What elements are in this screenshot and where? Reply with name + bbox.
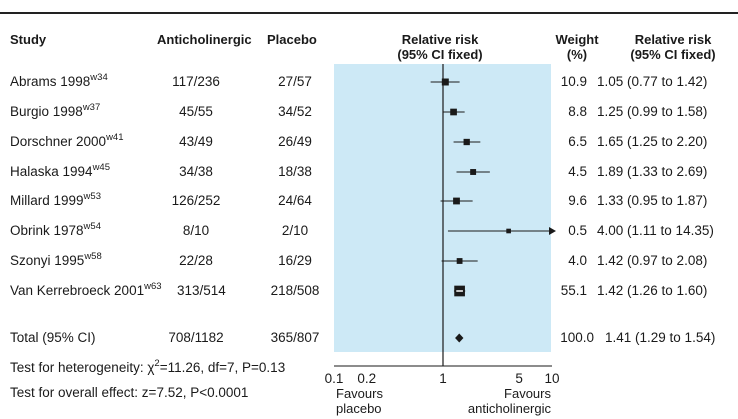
placebo-count: 26/49	[278, 134, 312, 149]
favours-anticholinergic-2: anticholinergic	[467, 401, 551, 416]
header-weight-1: Weight	[555, 32, 599, 47]
total-weight: 100.0	[560, 330, 594, 345]
study-ref: w37	[82, 101, 101, 113]
header-placebo: Placebo	[267, 32, 317, 47]
placebo-count: 218/508	[270, 283, 320, 298]
study-ref: w63	[144, 280, 162, 292]
x-tick-label: 0.2	[357, 371, 376, 386]
study-name: Burgio 1998w37	[10, 101, 101, 119]
weight-value: 0.5	[568, 223, 587, 238]
total-placebo: 365/807	[270, 330, 320, 345]
study-name: Obrink 1978w54	[10, 220, 101, 238]
rr-value: 1.89 (1.33 to 2.69)	[597, 164, 708, 179]
study-name: Szonyi 1995w58	[10, 250, 102, 268]
study-ref: w34	[90, 71, 108, 83]
study-name: Abrams 1998w34	[10, 71, 108, 89]
placebo-count: 16/29	[278, 253, 312, 268]
placebo-count: 27/57	[278, 74, 312, 89]
heterogeneity-test: Test for heterogeneity: χ2=11.26, df=7, …	[10, 357, 286, 375]
anticholinergic-count: 313/514	[176, 283, 227, 299]
anticholinergic-count: 34/38	[179, 164, 213, 179]
anticholinergic-count: 8/10	[182, 223, 210, 238]
anticholinergic-count: 43/49	[179, 134, 213, 149]
weight-value: 6.5	[568, 134, 587, 149]
header-rr-plot-1: Relative risk	[401, 32, 479, 47]
header-study: Study	[10, 32, 47, 47]
favours-placebo-1: Favours	[336, 386, 383, 401]
x-tick-label: 5	[515, 371, 523, 386]
study-ref: w53	[83, 190, 101, 202]
total-anticholinergic: 708/1182	[168, 330, 224, 345]
weight-value: 55.1	[560, 283, 587, 298]
point-estimate	[441, 78, 449, 86]
header-rr-text-1: Relative risk	[634, 32, 712, 47]
placebo-count: 2/10	[281, 223, 309, 238]
study-ref: w58	[84, 250, 102, 262]
weight-value: 10.9	[560, 74, 587, 89]
rr-value: 1.42 (0.97 to 2.08)	[597, 253, 708, 268]
point-estimate	[456, 258, 463, 264]
study-ref: w41	[106, 131, 124, 143]
header-anticholinergic: Anticholinergic	[157, 32, 252, 47]
weight-value: 9.6	[568, 193, 587, 208]
rr-value: 4.00 (1.11 to 14.35)	[597, 223, 714, 238]
rr-value: 1.25 (0.99 to 1.58)	[597, 104, 708, 119]
weight-value: 8.8	[568, 104, 587, 119]
overall-effect-test: Test for overall effect: z=7.52, P<0.000…	[10, 385, 249, 400]
placebo-count: 34/52	[278, 104, 312, 119]
header-weight-2: (%)	[566, 47, 588, 62]
anticholinergic-count: 45/55	[179, 104, 213, 119]
total-label: Total (95% CI)	[10, 330, 96, 345]
favours-anticholinergic-1: Favours	[504, 386, 551, 401]
rr-value: 1.05 (0.77 to 1.42)	[597, 74, 708, 89]
study-name: Halaska 1994w45	[10, 161, 110, 179]
x-tick-label: 0.1	[325, 371, 344, 386]
anticholinergic-count: 22/28	[179, 253, 213, 268]
weight-value: 4.5	[568, 164, 587, 179]
x-tick-label: 10	[544, 371, 559, 386]
anticholinergic-count: 126/252	[171, 193, 221, 208]
point-estimate	[453, 197, 460, 205]
rr-value: 1.65 (1.25 to 2.20)	[597, 134, 708, 149]
placebo-count: 24/64	[278, 193, 312, 208]
point-estimate	[470, 169, 477, 175]
study-name: Millard 1999w53	[10, 190, 101, 208]
point-estimate	[450, 108, 457, 116]
study-name: Van Kerrebroeck 2001w63	[10, 280, 162, 298]
total-rr-value: 1.41 (1.29 to 1.54)	[605, 330, 716, 345]
anticholinergic-count: 117/236	[172, 74, 220, 89]
favours-placebo-2: placebo	[336, 401, 382, 416]
study-ref: w45	[92, 161, 110, 173]
point-estimate	[506, 228, 511, 234]
ci-arrow	[549, 227, 556, 235]
rr-value: 1.33 (0.95 to 1.87)	[597, 193, 708, 208]
header-rr-plot-2: (95% CI fixed)	[397, 47, 483, 62]
weight-value: 4.0	[568, 253, 587, 268]
placebo-count: 18/38	[278, 164, 312, 179]
rr-value: 1.42 (1.26 to 1.60)	[597, 283, 708, 298]
point-estimate	[463, 138, 470, 146]
study-name: Dorschner 2000w41	[10, 131, 124, 149]
top-rule	[0, 12, 738, 14]
study-ref: w54	[83, 220, 101, 232]
pooled-diamond	[455, 333, 464, 343]
header-rr-text-2: (95% CI fixed)	[630, 47, 716, 62]
x-tick-label: 1	[439, 371, 447, 386]
